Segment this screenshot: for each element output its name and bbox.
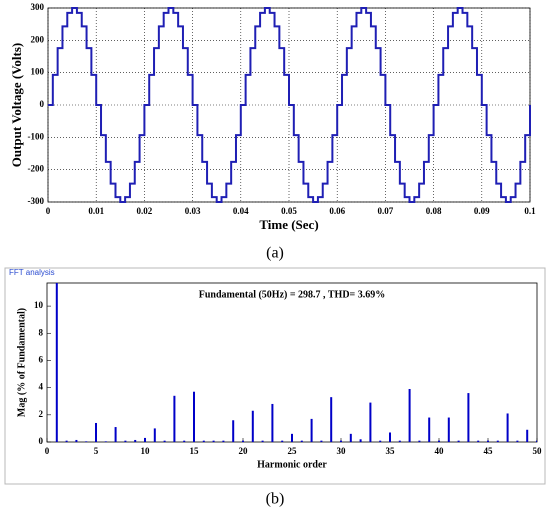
panel-title: FFT analysis xyxy=(9,268,55,277)
x-axis-label: Time (Sec) xyxy=(259,217,318,232)
data-line xyxy=(48,7,531,203)
chart-title: Fundamental (50Hz) = 298.7 , THD= 3.69% xyxy=(199,289,386,300)
bar xyxy=(75,439,78,442)
bar xyxy=(310,418,313,442)
y-tick-label: 0 xyxy=(40,99,45,109)
x-tick-label: 0 xyxy=(45,446,50,456)
y-tick-label: 6 xyxy=(39,355,44,365)
x-tick-label: 45 xyxy=(484,446,494,456)
bar xyxy=(408,389,411,442)
x-tick-label: 0.08 xyxy=(426,206,442,216)
caption: (a) xyxy=(266,245,284,262)
x-tick-label: 0.03 xyxy=(185,206,201,216)
x-tick-label: 30 xyxy=(337,446,347,456)
bar xyxy=(222,440,225,442)
x-tick-label: 0.06 xyxy=(329,206,345,216)
bar xyxy=(516,440,519,442)
bar xyxy=(291,433,293,442)
y-tick-label: -300 xyxy=(28,196,45,206)
y-tick-label: 0 xyxy=(39,436,44,446)
bar xyxy=(487,440,489,442)
y-tick-label: 4 xyxy=(39,382,44,392)
bar xyxy=(173,395,176,442)
bar xyxy=(467,393,470,442)
x-tick-label: 0.04 xyxy=(233,206,249,216)
bar xyxy=(281,440,284,442)
bar xyxy=(153,428,156,442)
bar xyxy=(506,413,509,442)
bar xyxy=(428,417,431,442)
x-tick-label: 0.09 xyxy=(474,206,490,216)
bar xyxy=(457,440,460,442)
bar xyxy=(232,420,235,442)
bar xyxy=(95,422,97,442)
x-tick-label: 10 xyxy=(141,446,151,456)
bar xyxy=(261,440,264,442)
bar xyxy=(536,440,537,442)
bar xyxy=(144,437,146,442)
bar xyxy=(320,440,323,442)
bar xyxy=(85,441,88,442)
bar xyxy=(183,440,186,442)
bar xyxy=(330,397,333,442)
caption: (b) xyxy=(266,491,285,508)
x-tick-label: 5 xyxy=(94,446,99,456)
bar xyxy=(242,440,244,442)
bar xyxy=(379,440,382,442)
x-tick-label: 40 xyxy=(435,446,445,456)
y-axis-label: Output Voltage (Volts) xyxy=(9,43,24,167)
x-tick-label: 25 xyxy=(288,446,298,456)
panel-frame xyxy=(4,267,546,485)
bar xyxy=(359,439,362,442)
x-tick-label: 0.01 xyxy=(88,206,104,216)
y-tick-label: 2 xyxy=(39,409,44,419)
bar xyxy=(55,283,58,442)
bar xyxy=(134,439,137,442)
bar xyxy=(124,440,127,442)
bar xyxy=(212,440,215,442)
y-tick-label: 10 xyxy=(34,300,44,310)
x-tick-label: 0.07 xyxy=(378,206,394,216)
bar xyxy=(369,402,372,442)
bar xyxy=(496,440,499,442)
bar xyxy=(202,440,205,442)
x-tick-label: 15 xyxy=(190,446,200,456)
bar xyxy=(418,440,421,442)
x-tick-label: 0.02 xyxy=(137,206,153,216)
y-tick-label: 8 xyxy=(39,327,44,337)
bar xyxy=(65,440,68,442)
bar xyxy=(193,391,195,442)
bar xyxy=(349,433,352,442)
bar xyxy=(438,440,440,442)
x-tick-label: 0.05 xyxy=(281,206,297,216)
bar xyxy=(271,403,274,442)
x-tick-label: 50 xyxy=(533,446,543,456)
y-tick-label: -100 xyxy=(28,131,45,141)
x-axis-label: Harmonic order xyxy=(257,459,327,470)
bar xyxy=(398,440,401,442)
y-tick-label: -200 xyxy=(28,164,45,174)
y-tick-label: 100 xyxy=(31,67,45,77)
bar xyxy=(104,441,107,442)
x-tick-label: 0.1 xyxy=(524,206,536,216)
bar xyxy=(447,417,450,442)
x-tick-label: 0 xyxy=(46,206,51,216)
bar xyxy=(477,440,480,442)
bar xyxy=(389,432,391,442)
bar xyxy=(340,440,342,442)
bar xyxy=(300,440,303,442)
y-tick-label: 200 xyxy=(31,34,45,44)
bar xyxy=(163,440,166,442)
x-tick-label: 35 xyxy=(386,446,396,456)
y-tick-label: 300 xyxy=(31,2,45,12)
bar xyxy=(251,410,254,442)
bar xyxy=(526,429,529,442)
plot-frame xyxy=(46,282,538,443)
x-tick-label: 20 xyxy=(239,446,249,456)
y-axis-label: Mag (% of Fundamental) xyxy=(16,308,27,417)
bar xyxy=(114,427,117,442)
